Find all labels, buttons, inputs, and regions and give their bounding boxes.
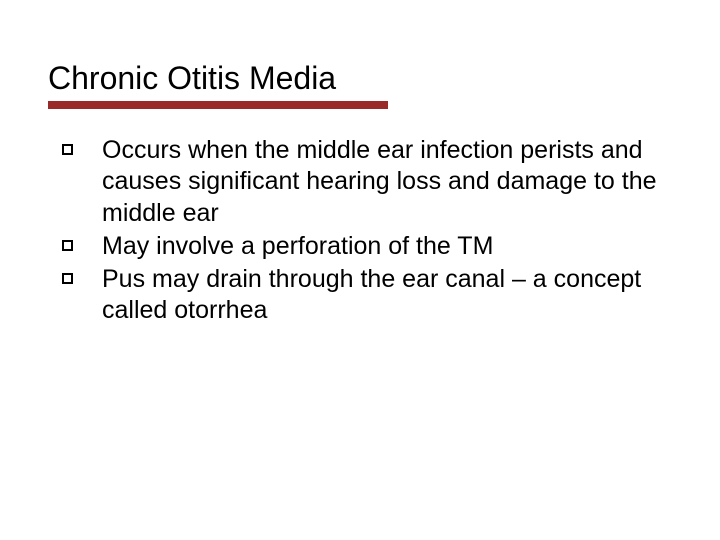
slide-title: Chronic Otitis Media xyxy=(48,60,672,97)
title-underline xyxy=(48,101,388,109)
bullet-text: Pus may drain through the ear canal – a … xyxy=(102,265,641,324)
bullet-text: May involve a perforation of the TM xyxy=(102,232,493,260)
square-bullet-icon xyxy=(62,240,73,251)
bullet-list: Occurs when the middle ear infection per… xyxy=(48,135,672,327)
slide: Chronic Otitis Media Occurs when the mid… xyxy=(0,0,720,540)
list-item: Occurs when the middle ear infection per… xyxy=(56,135,672,229)
square-bullet-icon xyxy=(62,273,73,284)
list-item: May involve a perforation of the TM xyxy=(56,231,672,262)
square-bullet-icon xyxy=(62,144,73,155)
bullet-text: Occurs when the middle ear infection per… xyxy=(102,136,657,227)
list-item: Pus may drain through the ear canal – a … xyxy=(56,264,672,327)
